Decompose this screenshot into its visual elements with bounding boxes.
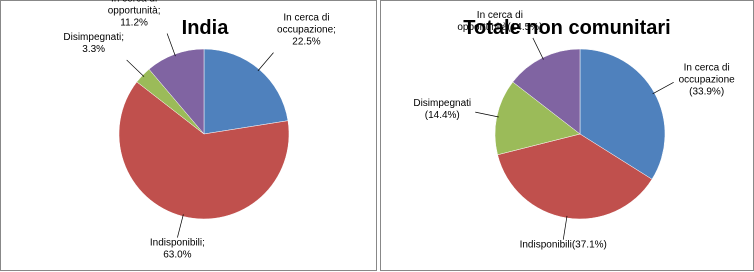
leader-line (532, 37, 544, 60)
data-label: Disimpegnati; 3.3% (63, 32, 124, 55)
chart-title: Totale non comunitari (463, 17, 670, 39)
data-label: Disimpegnati (14.4%) (413, 98, 471, 121)
leader-line (126, 59, 145, 77)
data-label: Indisponibili; 63.0% (150, 238, 205, 261)
leader-line (562, 215, 568, 240)
leader-line (475, 111, 499, 118)
leader-line (177, 214, 184, 238)
data-label: Indisponibili(37.1%) (520, 240, 607, 251)
data-label: In cerca di occupazione; 22.5% (277, 13, 336, 48)
leader-line (652, 81, 674, 95)
data-label: In cerca di opportunità(14.5%) (457, 10, 542, 33)
leader-line (166, 33, 176, 57)
chart-title: India (182, 17, 230, 39)
leader-line (257, 52, 274, 72)
data-label: In cerca di occupazione (33.9%) (679, 62, 736, 97)
